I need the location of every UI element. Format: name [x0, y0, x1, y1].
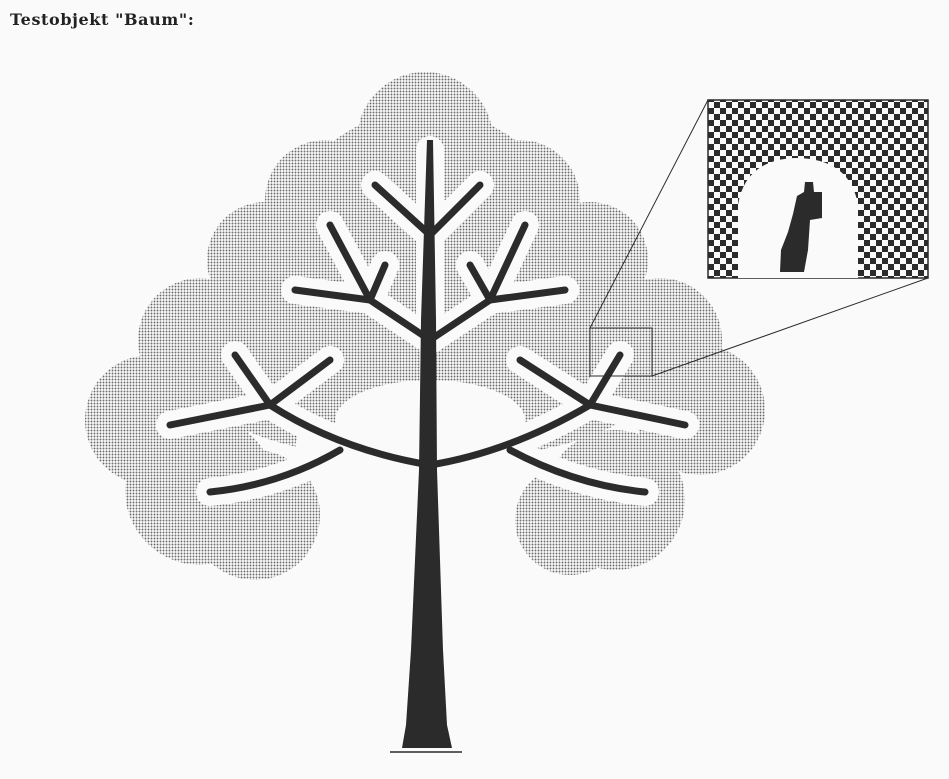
- tree-trunk: [402, 140, 452, 748]
- tree-branches: [166, 181, 689, 496]
- magnify-connector-lines: [589, 99, 929, 377]
- zoom-branch-fragment: [780, 182, 822, 272]
- magnify-source-box: [589, 327, 653, 377]
- zoom-inset: [707, 99, 929, 279]
- page-title: Testobjekt "Baum":: [10, 10, 195, 29]
